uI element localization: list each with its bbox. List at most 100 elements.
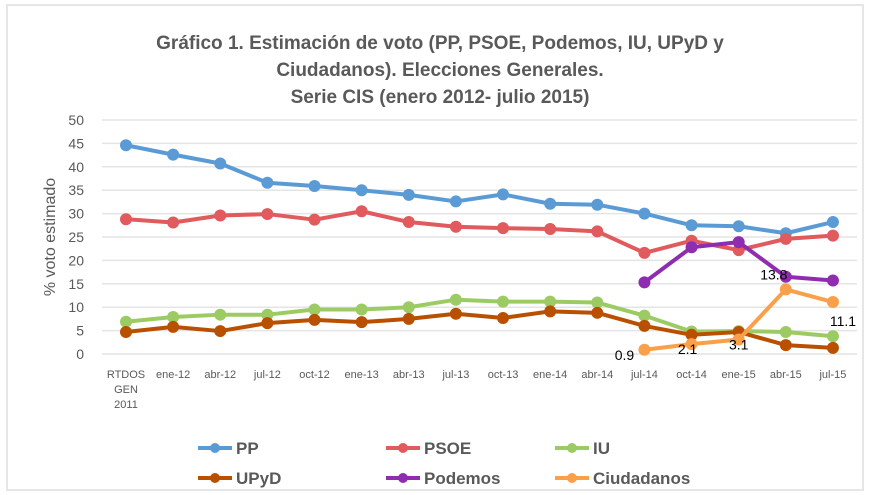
data-labels: 0.9 2.1 3.1 13.8 11.1 <box>615 266 857 362</box>
data-point-iu <box>167 311 180 324</box>
data-point-psoe <box>402 216 415 229</box>
data-point-upyd <box>497 311 510 324</box>
data-point-ciudadanos <box>638 343 651 356</box>
data-point-pp <box>167 148 180 161</box>
x-tick-label-line: jul-12 <box>253 369 281 381</box>
data-point-iu <box>355 303 368 316</box>
y-tick-label: 35 <box>68 182 84 198</box>
data-point-upyd <box>355 316 368 329</box>
data-point-podemos <box>638 276 651 289</box>
y-axis-ticks: 0 5 10 15 20 25 30 35 40 45 50 <box>68 112 84 362</box>
x-tick-label: oct-13 <box>488 369 519 381</box>
data-label-ciudadanos: 0.9 <box>615 347 635 363</box>
legend-item-upyd: UPyD <box>198 469 281 488</box>
x-tick-label: abr-15 <box>770 369 802 381</box>
legend-label: Ciudadanos <box>593 469 690 488</box>
data-point-psoe <box>120 213 132 226</box>
data-point-pp <box>638 207 651 220</box>
data-point-pp <box>826 216 839 229</box>
data-point-upyd <box>261 317 274 330</box>
legend-item-ciudadanos: Ciudadanos <box>555 469 690 488</box>
data-point-psoe <box>214 209 227 222</box>
data-point-podemos <box>826 274 839 287</box>
data-point-iu <box>544 295 557 308</box>
data-point-iu <box>497 295 510 308</box>
legend-label: PP <box>236 439 259 458</box>
legend-marker-icon <box>567 443 577 453</box>
data-point-pp <box>591 198 604 211</box>
y-tick-label: 50 <box>68 112 84 128</box>
data-point-psoe <box>544 223 557 236</box>
data-point-iu <box>591 296 604 309</box>
data-point-upyd <box>638 319 651 332</box>
x-tick-label: jul-12 <box>253 369 281 381</box>
data-point-ciudadanos <box>685 338 698 351</box>
x-tick-label: abr-14 <box>581 369 613 381</box>
x-tick-label-line: oct-12 <box>299 369 330 381</box>
data-label-ciudadanos: 11.1 <box>830 313 856 329</box>
data-point-upyd <box>402 312 415 325</box>
data-point-iu <box>261 308 274 321</box>
chart-title: Gráfico 1. Estimación de voto (PP, PSOE,… <box>0 30 880 111</box>
legend-marker-icon <box>398 473 408 483</box>
series-line-pp <box>124 143 835 236</box>
x-tick-label-line: oct-14 <box>676 369 707 381</box>
data-point-upyd <box>685 328 698 341</box>
gridlines <box>102 119 857 355</box>
data-point-pp <box>497 188 510 201</box>
data-point-upyd <box>214 325 227 338</box>
data-point-upyd <box>308 313 321 326</box>
data-point-iu <box>402 301 415 314</box>
x-tick-label-line: ene-15 <box>722 369 756 381</box>
legend-label: IU <box>593 439 610 458</box>
x-tick-label: ene-14 <box>533 369 567 381</box>
legend-marker-icon <box>210 443 220 453</box>
data-point-ciudadanos <box>826 296 839 309</box>
legend-label: Podemos <box>424 469 501 488</box>
data-point-psoe <box>497 222 510 235</box>
data-point-iu <box>779 326 792 339</box>
data-point-psoe <box>638 246 651 259</box>
data-point-iu <box>638 309 651 322</box>
y-tick-label: 25 <box>68 229 84 245</box>
series-ciudadanos <box>638 283 839 356</box>
x-tick-label-line: 2011 <box>114 399 138 411</box>
data-point-psoe <box>261 208 274 221</box>
data-label-ciudadanos: 2.1 <box>678 341 698 357</box>
series-iu <box>120 293 839 343</box>
series-podemos <box>638 236 839 289</box>
chart-title-line-2: Ciudadanos). Elecciones Generales. <box>276 60 604 81</box>
data-point-pp <box>732 220 745 233</box>
data-point-podemos <box>732 236 745 249</box>
y-tick-label: 0 <box>76 346 84 362</box>
x-tick-label-line: jul-13 <box>441 369 469 381</box>
chart-title-line-1: Gráfico 1. Estimación de voto (PP, PSOE,… <box>156 33 724 54</box>
x-tick-label: abr-12 <box>204 369 236 381</box>
data-point-psoe <box>826 229 839 242</box>
legend: PP PSOE IU UPyD Podemos Ciudadanos <box>198 439 690 488</box>
data-point-iu <box>308 303 321 316</box>
data-point-psoe <box>591 225 604 238</box>
x-tick-label-line: ene-12 <box>156 369 190 381</box>
series-pp <box>120 139 839 240</box>
legend-label: UPyD <box>236 469 281 488</box>
y-tick-label: 10 <box>68 299 84 315</box>
y-tick-label: 45 <box>68 135 84 151</box>
data-point-pp <box>120 139 132 152</box>
x-tick-label-line: abr-12 <box>204 369 236 381</box>
data-point-upyd <box>120 326 132 339</box>
data-point-upyd <box>826 341 839 354</box>
series-line-psoe <box>124 209 835 255</box>
x-tick-label: RTDOS GEN 2011 <box>107 369 145 411</box>
y-tick-label: 40 <box>68 159 84 175</box>
data-label-ciudadanos: 13.8 <box>760 266 787 282</box>
x-tick-label-line: abr-14 <box>581 369 613 381</box>
data-point-pp <box>685 219 698 232</box>
legend-item-psoe: PSOE <box>386 439 471 458</box>
y-axis-label: % voto estimado <box>42 178 59 296</box>
data-point-podemos <box>685 241 698 254</box>
data-point-iu <box>449 293 462 306</box>
x-tick-label-line: jul-15 <box>818 369 846 381</box>
data-point-iu <box>214 308 227 321</box>
